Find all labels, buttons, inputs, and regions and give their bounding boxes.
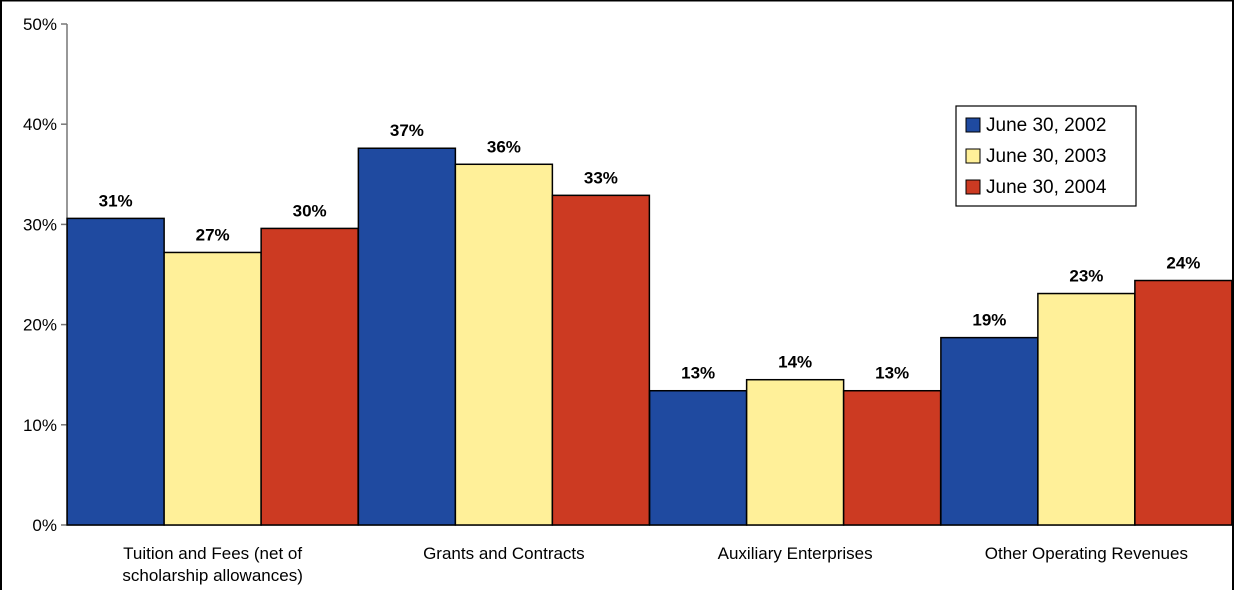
bar-value-label: 30% [293, 201, 327, 220]
bars [66, 147, 1233, 526]
category-label: Other Operating Revenues [985, 544, 1188, 563]
legend-swatch [965, 117, 981, 133]
category-label: Tuition and Fees (net of [123, 544, 302, 563]
bar-value-label: 37% [390, 121, 424, 140]
legend-box [955, 105, 1137, 207]
legend-swatch [965, 148, 981, 164]
bar [1037, 292, 1136, 526]
bar [454, 163, 554, 526]
bar-value-label: 24% [1166, 254, 1200, 273]
bar-value-label: 27% [196, 225, 230, 244]
bar [648, 389, 748, 526]
data-labels: 31% 27% 30% 37% 36% 33% 13% 14% 13% 19% 23% 24% [99, 121, 1201, 382]
legend: June 30, 2002 June 30, 2003 June 30, 2004 [955, 105, 1137, 207]
category-label: scholarship allowances) [122, 566, 302, 585]
legend-label: June 30, 2004 [986, 177, 1107, 198]
y-tick-label: 0% [32, 516, 57, 535]
category-label: Auxiliary Enterprises [718, 544, 873, 563]
bar [842, 389, 942, 526]
category-labels: Tuition and Fees (net of scholarship allo… [122, 544, 1188, 585]
bar [745, 378, 845, 526]
bar [940, 336, 1039, 526]
bar [163, 251, 262, 526]
bar-value-label: 14% [778, 353, 812, 372]
bar-value-label: 19% [972, 311, 1006, 330]
bar-value-label: 36% [487, 137, 521, 156]
legend-swatch [965, 179, 981, 195]
bar [1134, 279, 1233, 526]
bar [357, 147, 457, 526]
legend-label: June 30, 2002 [986, 115, 1106, 136]
y-tick-label: 50% [23, 15, 57, 34]
bar-value-label: 13% [875, 364, 909, 383]
y-tick-label: 30% [23, 215, 57, 234]
y-tick-label: 40% [23, 115, 57, 134]
bar-value-label: 13% [681, 364, 715, 383]
bar-value-label: 33% [584, 168, 618, 187]
bar [260, 227, 359, 526]
bar [66, 217, 165, 526]
bar [551, 194, 651, 526]
bar-value-label: 23% [1069, 267, 1103, 286]
bar-value-label: 31% [99, 191, 133, 210]
y-tick-label: 10% [23, 416, 57, 435]
category-label: Grants and Contracts [423, 544, 585, 563]
legend-label: June 30, 2003 [986, 146, 1106, 167]
y-tick-label: 20% [23, 316, 57, 335]
